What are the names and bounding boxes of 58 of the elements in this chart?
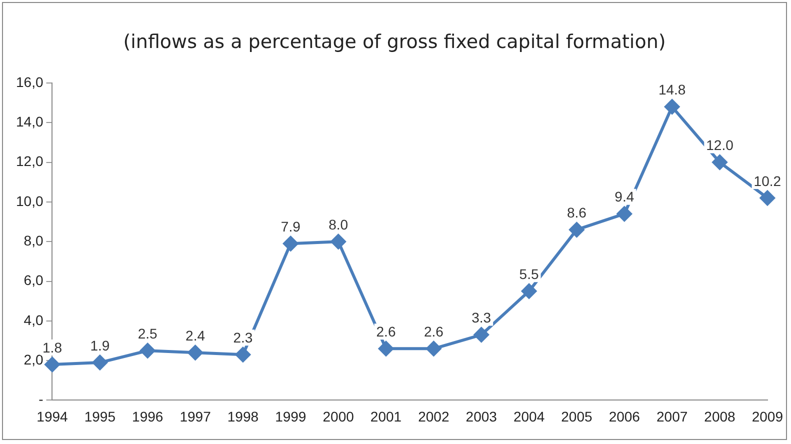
data-label: 2.6 [424,324,444,340]
x-tick-label: 2008 [704,408,736,424]
point [92,355,108,370]
y-tick-label: 8,0 [24,232,44,248]
point [426,341,442,356]
point [569,222,584,238]
data-label: 1.9 [90,337,110,354]
chart-title: (inflows as a percentage of gross fixed capital formation) [122,31,667,53]
x-tick-label: 2002 [418,408,450,424]
x-tick-label: 1999 [275,408,306,424]
x-tick-label: 2001 [370,408,402,424]
x-tick-label: 2003 [466,408,498,424]
x-tick-label: 1997 [180,408,212,424]
y-tick-label: 14,0 [16,114,44,130]
x-tick-label: 1995 [84,408,116,424]
data-label: 9.4 [614,188,634,205]
data-label: 14.8 [658,82,686,98]
data-label: 5.5 [519,266,539,282]
x-tick-label: 1994 [36,408,68,424]
y-tick-label: 16,0 [16,74,44,90]
point [235,347,250,362]
point [522,284,537,299]
data-label: 2.6 [376,324,396,340]
x-tick-label: 2004 [513,408,545,424]
y-tick-label: 12,0 [16,153,44,170]
data-label: 2.5 [138,325,158,342]
data-label: 2.4 [186,327,206,344]
x-tick-label: 2007 [656,408,688,424]
point [283,236,298,252]
data-label: 1.8 [42,339,62,356]
x-tick-label: 1996 [132,408,164,424]
point [616,206,632,222]
data-label: 3.3 [472,310,492,326]
point [188,345,203,360]
point [378,341,394,356]
y-tick-label: 10,0 [16,192,44,209]
x-tick-label: 2006 [608,408,640,424]
y-tick-label: 4,0 [24,312,44,328]
point [330,234,346,250]
y-tick-label: 2,0 [24,351,44,368]
data-label: 10.2 [754,172,782,189]
point [44,357,60,372]
data-label: 8.6 [566,204,587,221]
x-tick-label: 1998 [227,408,259,424]
x-tick-label: 2009 [752,408,784,424]
data-label: 12.0 [706,137,734,154]
point [760,190,775,206]
x-tick-label: 2000 [322,408,354,424]
data-label: 2.3 [233,329,253,346]
y-tick-label: - [38,391,44,408]
point [664,99,680,114]
x-tick-label: 2005 [561,408,592,424]
y-tick-label: 6,0 [24,272,44,288]
point [474,327,489,342]
point [712,154,728,170]
point [140,343,156,358]
data-label: 8.0 [328,216,348,232]
data-label: 7.9 [280,218,301,234]
